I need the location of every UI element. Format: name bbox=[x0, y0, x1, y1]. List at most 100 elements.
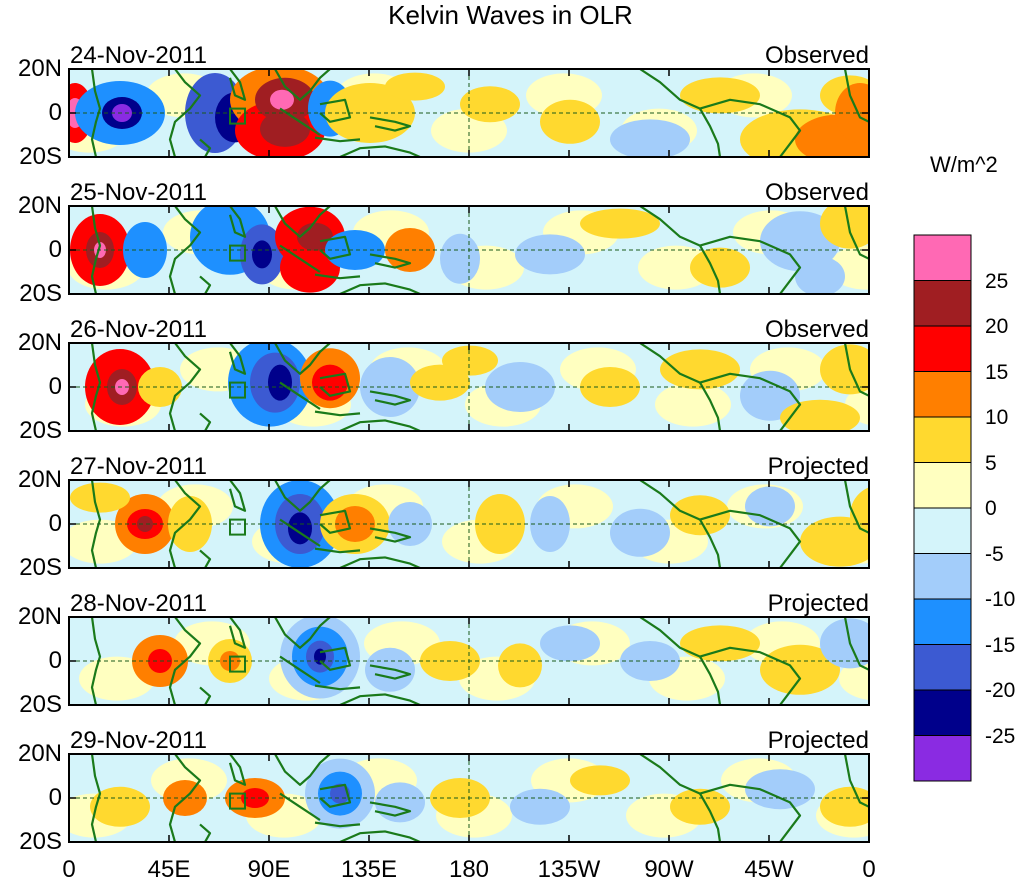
colorbar-label: -5 bbox=[985, 542, 1004, 566]
coastline bbox=[228, 206, 247, 238]
coastline bbox=[843, 754, 869, 808]
colorbar-swatch bbox=[913, 598, 972, 645]
y-tick-label: 20N bbox=[17, 740, 62, 767]
colorbar-swatch bbox=[913, 416, 972, 463]
colorbar-label: 15 bbox=[985, 360, 1009, 384]
coastline bbox=[168, 69, 202, 157]
coastline bbox=[843, 617, 869, 671]
anomaly-contour bbox=[800, 516, 869, 567]
coastline bbox=[699, 245, 722, 294]
colorbar-label: 10 bbox=[985, 406, 1009, 429]
coastline bbox=[369, 390, 412, 406]
coastline bbox=[90, 480, 102, 568]
coastline bbox=[339, 556, 421, 568]
y-tick-label: 20S bbox=[19, 280, 62, 307]
coastline bbox=[843, 69, 869, 123]
y-tick-label: 0 bbox=[48, 784, 62, 811]
colorbar-label: -25 bbox=[985, 724, 1016, 748]
colorbar-swatch bbox=[913, 325, 972, 372]
coastline bbox=[199, 823, 212, 842]
coastline bbox=[843, 206, 869, 260]
reference-box bbox=[229, 381, 246, 399]
anomaly-contour bbox=[410, 364, 470, 401]
coastline bbox=[699, 235, 802, 294]
anomaly-contour bbox=[385, 228, 435, 272]
coastline bbox=[339, 145, 421, 157]
anomaly-contour bbox=[820, 786, 869, 827]
coastline bbox=[274, 754, 331, 786]
y-tick-label: 20N bbox=[17, 466, 62, 493]
anomaly-contour bbox=[820, 206, 869, 249]
coastline bbox=[843, 343, 869, 397]
anomaly-contour bbox=[745, 486, 795, 527]
coastline bbox=[168, 206, 202, 294]
colorbar-swatch bbox=[913, 462, 972, 509]
anomaly-contour bbox=[385, 72, 445, 101]
colorbar-label: 5 bbox=[985, 451, 997, 475]
coastline bbox=[319, 509, 352, 534]
anomaly-contour bbox=[440, 233, 480, 284]
coastline bbox=[168, 480, 202, 568]
anomaly-contour bbox=[498, 643, 542, 688]
anomaly-contour bbox=[260, 110, 310, 147]
colorbar-swatch bbox=[913, 644, 972, 691]
anomaly-contour bbox=[745, 769, 815, 810]
coastline bbox=[843, 480, 869, 534]
coastline bbox=[699, 793, 722, 842]
coastline bbox=[369, 664, 412, 680]
coastline bbox=[699, 519, 722, 568]
anomaly-contour bbox=[123, 222, 167, 278]
coastline bbox=[228, 69, 247, 101]
reference-box bbox=[229, 655, 246, 673]
x-tick-label: 0 bbox=[862, 856, 876, 883]
coastline bbox=[699, 783, 802, 842]
panel-kind: Projected bbox=[767, 453, 869, 480]
coastline bbox=[639, 206, 701, 247]
coastline bbox=[369, 527, 412, 543]
coastline bbox=[639, 617, 701, 658]
coastline bbox=[274, 69, 331, 101]
coastline bbox=[319, 235, 352, 260]
colorbar-swatch bbox=[913, 553, 972, 600]
coastline bbox=[314, 684, 361, 691]
colorbar-swatch bbox=[913, 735, 972, 782]
x-tick-label: 180 bbox=[448, 856, 490, 883]
coastline bbox=[90, 617, 102, 705]
panel-date: 24-Nov-2011 bbox=[70, 42, 207, 69]
anomaly-contour bbox=[540, 99, 600, 144]
x-tick-label: 90W bbox=[644, 856, 694, 883]
coastline bbox=[228, 617, 247, 649]
y-tick-label: 20N bbox=[17, 192, 62, 219]
y-tick-label: 0 bbox=[48, 236, 62, 263]
coastline bbox=[699, 646, 802, 705]
colorbar-label: 25 bbox=[985, 269, 1009, 293]
y-tick-label: 0 bbox=[48, 510, 62, 537]
anomaly-contour bbox=[137, 516, 153, 532]
colorbar-swatch bbox=[913, 280, 972, 327]
coastline bbox=[339, 693, 421, 705]
coastline bbox=[199, 275, 212, 294]
coastline bbox=[369, 116, 412, 132]
coastline bbox=[314, 821, 361, 828]
coastline bbox=[199, 549, 212, 568]
coastline bbox=[199, 138, 212, 157]
colorbar-units: W/m^2 bbox=[930, 152, 998, 177]
colorbar-label: -20 bbox=[985, 679, 1016, 702]
anomaly-contour bbox=[515, 234, 585, 275]
anomaly-contour bbox=[540, 625, 600, 662]
coastline bbox=[369, 801, 412, 817]
anomaly-contour bbox=[70, 482, 130, 513]
y-tick-label: 20N bbox=[17, 329, 62, 356]
x-tick-label: 0 bbox=[62, 856, 76, 883]
olr-panel-1 bbox=[69, 69, 869, 157]
coastline bbox=[168, 754, 202, 842]
anomaly-contour bbox=[760, 644, 840, 695]
coastline bbox=[639, 69, 701, 110]
panel-date: 26-Nov-2011 bbox=[70, 316, 207, 343]
colorbar-label: -10 bbox=[985, 588, 1016, 611]
coastline bbox=[314, 547, 361, 554]
coastline bbox=[699, 656, 722, 705]
y-tick-label: 0 bbox=[48, 99, 62, 126]
coastline bbox=[699, 372, 802, 431]
colorbar-label: 20 bbox=[985, 315, 1009, 338]
